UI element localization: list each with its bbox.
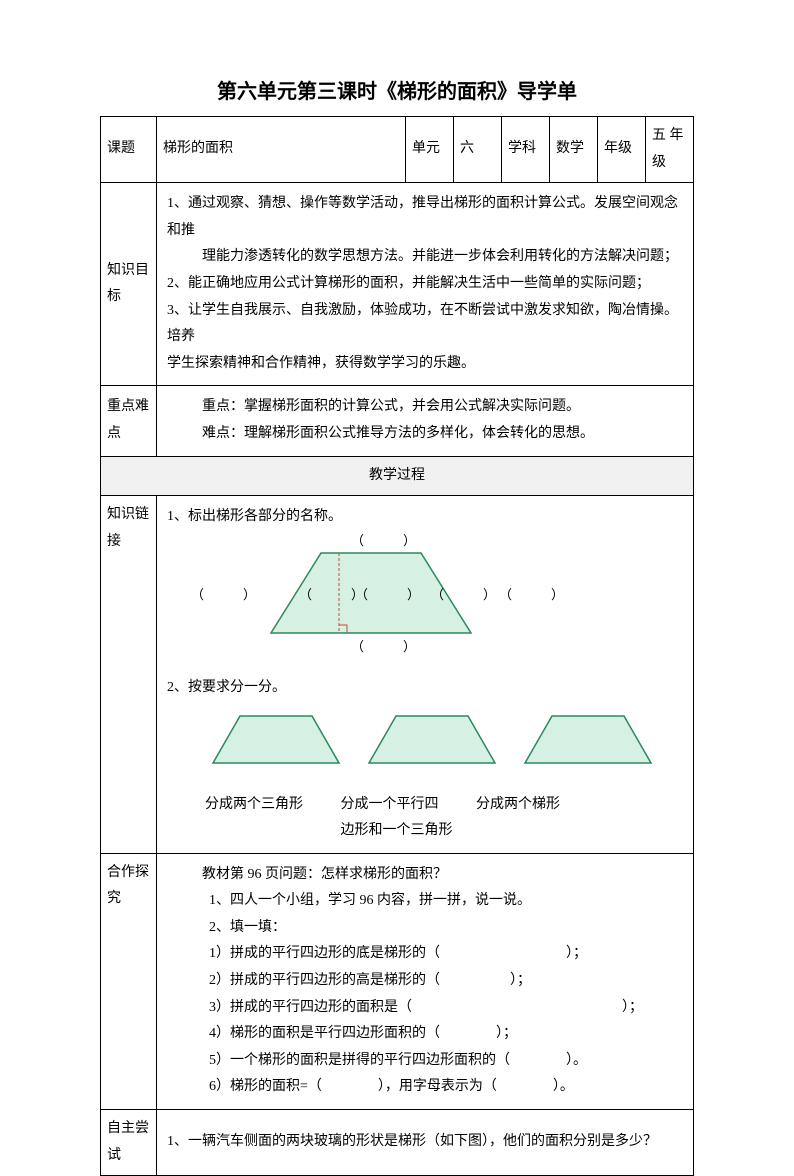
keypoint-2: 难点：理解梯形面积公式推导方法的多样化，体会转化的思想。: [167, 421, 683, 448]
kl-p1: 1、标出梯形各部分的名称。: [167, 504, 683, 531]
coop-q4: 4）梯形的面积是平行四边形面积的（ ）；: [167, 1021, 683, 1048]
coop-q2: 2）拼成的平行四边形的高是梯形的（ ）；: [167, 968, 683, 995]
coop-q5: 5）一个梯形的面积是拼得的平行四边形面积的（ ）。: [167, 1048, 683, 1075]
knowledge-link-row: 知识链接 1、标出梯形各部分的名称。 （ ） （ ） （ ） （ ） （ ） （: [101, 496, 694, 854]
cap2: 分成一个平行四: [341, 792, 473, 819]
cap2b: 边形和一个三角形: [341, 818, 473, 845]
kl-p2: 2、按要求分一分。: [167, 675, 683, 702]
small-trap-2: [367, 712, 497, 778]
self-try-content: 1、一辆汽车侧面的两块玻璃的形状是梯形（如下图），他们的面积分别是多少？: [157, 1110, 694, 1176]
small-trap-3: [523, 712, 653, 778]
header-row: 课题 梯形的面积 单元 六 学科 数学 年级 五 年级: [101, 117, 694, 183]
goals-line3: 3、让学生自我展示、自我激励，体验成功，在不断尝试中激发求知欲，陶冶情操。培养: [167, 298, 683, 351]
three-trapezoids-row: [167, 706, 683, 784]
coop-content: 教材第 96 页问题：怎样求梯形的面积？ 1、四人一个小组，学习 96 内容，拼…: [157, 853, 694, 1109]
process-header-row: 教学过程: [101, 456, 694, 496]
cell-subject-value: 数学: [550, 117, 598, 183]
lbl-top: （ ）: [351, 529, 416, 554]
page-title: 第六单元第三课时《梯形的面积》导学单: [100, 75, 694, 104]
coop-l0: 教材第 96 页问题：怎样求梯形的面积？: [167, 862, 683, 889]
goals-line2: 2、能正确地应用公式计算梯形的面积，并能解决生活中一些简单的实际问题；: [167, 271, 683, 298]
keypoints-label: 重点难点: [101, 386, 157, 456]
self-try-label: 自主尝试: [101, 1110, 157, 1176]
cell-grade-value: 五 年级: [646, 117, 694, 183]
coop-explore-row: 合作探究 教材第 96 页问题：怎样求梯形的面积？ 1、四人一个小组，学习 96…: [101, 853, 694, 1109]
self-try-l1: 1、一辆汽车侧面的两块玻璃的形状是梯形（如下图），他们的面积分别是多少？: [167, 1129, 683, 1156]
coop-l1: 1、四人一个小组，学习 96 内容，拼一拼，说一说。: [167, 888, 683, 915]
coop-l2: 2、填一填：: [167, 915, 683, 942]
cell-grade-label: 年级: [598, 117, 646, 183]
self-try-row: 自主尝试 1、一辆汽车侧面的两块玻璃的形状是梯形（如下图），他们的面积分别是多少…: [101, 1110, 694, 1176]
lbl-bottom: （ ）: [351, 635, 416, 660]
process-header: 教学过程: [101, 456, 694, 496]
goals-row: 知识目标 1、通过观察、猜想、操作等数学活动，推导出梯形的面积计算公式。发展空间…: [101, 183, 694, 386]
knowledge-link-content: 1、标出梯形各部分的名称。 （ ） （ ） （ ） （ ） （ ） （ ） （: [157, 496, 694, 854]
goals-label: 知识目标: [101, 183, 157, 386]
coop-q3: 3）拼成的平行四边形的面积是（ ）；: [167, 995, 683, 1022]
cell-unit-label: 单元: [406, 117, 454, 183]
cap3: 分成两个梯形: [476, 792, 608, 819]
keypoints-row: 重点难点 重点：掌握梯形面积的计算公式，并会用公式解决实际问题。 难点：理解梯形…: [101, 386, 694, 456]
lbl-left: （ ）: [191, 583, 256, 608]
cell-unit-value: 六: [454, 117, 502, 183]
goals-content: 1、通过观察、猜想、操作等数学活动，推导出梯形的面积计算公式。发展空间观念和推 …: [157, 183, 694, 386]
keypoints-content: 重点：掌握梯形面积的计算公式，并会用公式解决实际问题。 难点：理解梯形面积公式推…: [157, 386, 694, 456]
labeled-trapezoid-area: （ ） （ ） （ ） （ ） （ ） （ ） （ ）: [167, 537, 683, 664]
lbl-height: （ ）: [355, 583, 420, 608]
goals-line1: 1、通过观察、猜想、操作等数学活动，推导出梯形的面积计算公式。发展空间观念和推: [167, 191, 683, 244]
goals-line3b: 学生探索精神和合作精神，获得数学学习的乐趣。: [167, 351, 683, 378]
lesson-table: 课题 梯形的面积 单元 六 学科 数学 年级 五 年级 知识目标 1、通过观察、…: [100, 116, 694, 1176]
coop-q1: 1）拼成的平行四边形的底是梯形的（ ）；: [167, 941, 683, 968]
cell-subject-label: 学科: [502, 117, 550, 183]
cell-keti-label: 课题: [101, 117, 157, 183]
cell-keti-value: 梯形的面积: [157, 117, 406, 183]
coop-label: 合作探究: [101, 853, 157, 1109]
small-trap-1: [211, 712, 341, 778]
keypoint-1: 重点：掌握梯形面积的计算公式，并会用公式解决实际问题。: [167, 394, 683, 421]
lbl-right: （ ）: [499, 583, 564, 608]
knowledge-link-label: 知识链接: [101, 496, 157, 854]
cap1: 分成两个三角形: [205, 792, 337, 819]
goals-line1b: 理能力渗透转化的数学思想方法。并能进一步体会利用转化的方法解决问题；: [167, 244, 683, 271]
trap-captions-2: 边形和一个三角形: [167, 818, 683, 845]
lbl-rightleg: （ ）: [431, 583, 496, 608]
coop-q6: 6）梯形的面积=（ ），用字母表示为（ ）。: [167, 1074, 683, 1101]
trap-captions: 分成两个三角形 分成一个平行四 分成两个梯形: [167, 792, 683, 819]
